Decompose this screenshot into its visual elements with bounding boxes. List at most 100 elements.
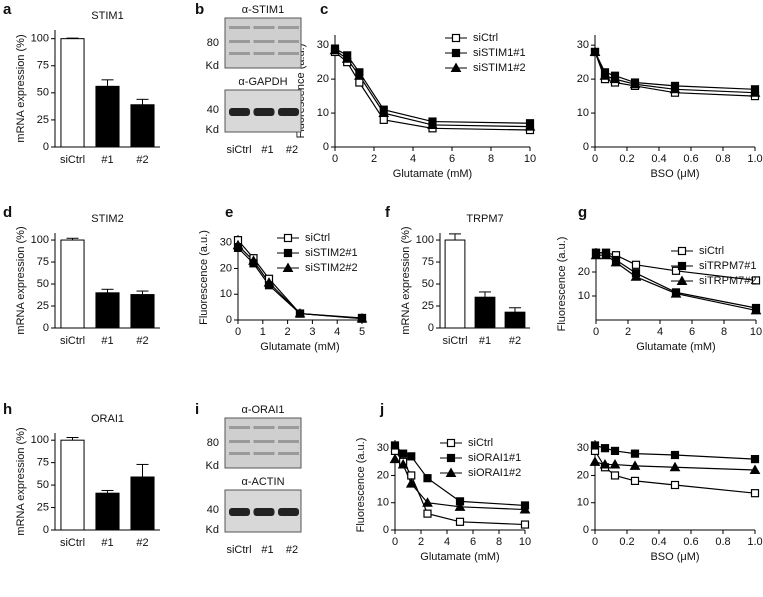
panel-label: d <box>3 204 12 221</box>
x-tick-label: 0 <box>392 536 398 548</box>
marker <box>445 467 457 477</box>
x-tick-label: 4 <box>444 536 450 548</box>
marker <box>749 87 761 97</box>
y-tick-label: 10 <box>220 288 232 300</box>
blot-band <box>278 26 299 29</box>
marker <box>389 453 401 464</box>
marker <box>294 308 306 318</box>
size-unit: Kd <box>206 524 219 536</box>
x-tick-label: #2 <box>136 154 148 166</box>
bar <box>474 296 496 329</box>
y-tick-label: 0 <box>43 524 49 536</box>
marker <box>599 459 611 469</box>
y-tick-label: 0 <box>43 322 49 334</box>
marker <box>600 249 612 260</box>
marker <box>451 48 461 58</box>
marker <box>263 277 275 287</box>
legend-label: siORAI1#1 <box>468 452 521 464</box>
blot-band <box>278 426 299 429</box>
blot-band <box>253 108 275 116</box>
marker <box>283 233 293 243</box>
x-tick-label: 0.2 <box>619 153 634 165</box>
panel-label: h <box>3 401 12 418</box>
x-tick-label: 1.0 <box>747 536 762 548</box>
y-tick-label: 100 <box>31 33 49 45</box>
x-tick-label: 0.8 <box>715 536 730 548</box>
lane-label: #1 <box>261 144 273 156</box>
y-axis-label: Fluorescence (a.u.) <box>556 237 568 332</box>
blot-band <box>229 108 250 116</box>
x-tick-label: siCtrl <box>60 154 85 166</box>
marker <box>446 453 456 463</box>
blot-band <box>229 40 250 43</box>
x-tick-label: 0 <box>592 536 598 548</box>
panel-label: f <box>385 204 391 221</box>
legend-label: siCtrl <box>473 32 498 44</box>
blot-title: α-ORAI1 <box>241 404 284 416</box>
blot-band <box>229 508 250 516</box>
panel-label: c <box>320 1 328 18</box>
marker <box>519 504 531 514</box>
marker <box>405 478 417 488</box>
y-tick-label: 30 <box>577 39 589 51</box>
lane-label: #2 <box>286 544 298 556</box>
size-marker: 40 <box>207 104 219 116</box>
blot-band <box>229 426 250 429</box>
x-tick-label: siCtrl <box>60 335 85 347</box>
y-tick-label: 0 <box>226 314 232 326</box>
size-unit: Kd <box>206 124 219 136</box>
bar <box>60 439 85 531</box>
blot-band <box>278 52 299 55</box>
x-tick-label: 10 <box>750 326 762 338</box>
marker <box>671 266 681 275</box>
x-tick-label: 4 <box>410 153 416 165</box>
marker <box>600 444 610 453</box>
y-tick-label: 75 <box>37 60 49 72</box>
legend-label: siTRPM7#1 <box>699 260 756 272</box>
x-tick-label: 4 <box>657 326 663 338</box>
y-tick-label: 10 <box>578 290 590 302</box>
marker <box>630 476 640 486</box>
marker <box>670 480 680 490</box>
y-tick-label: 0 <box>583 141 589 153</box>
lane-label: #1 <box>261 544 273 556</box>
marker <box>423 509 432 518</box>
x-tick-label: #2 <box>136 335 148 347</box>
chart-title: TRPM7 <box>466 213 503 225</box>
marker <box>422 497 433 507</box>
marker <box>750 454 760 464</box>
legend-label: siSTIM1#2 <box>473 62 526 74</box>
x-tick-label: #2 <box>509 335 521 347</box>
blot-band <box>253 426 275 429</box>
blot-band <box>229 440 250 443</box>
marker <box>670 288 682 298</box>
marker <box>232 239 244 250</box>
marker <box>446 438 456 448</box>
panel-label: g <box>578 204 587 221</box>
marker <box>356 312 368 323</box>
marker <box>397 459 409 469</box>
lane-label: siCtrl <box>226 144 251 156</box>
x-tick-label: 8 <box>496 536 502 548</box>
x-tick-label: #1 <box>101 154 113 166</box>
marker <box>677 261 687 271</box>
x-axis-label: BSO (μM) <box>650 551 699 563</box>
marker <box>399 449 408 458</box>
marker <box>455 517 465 526</box>
x-tick-label: 2 <box>285 326 291 338</box>
blot-band <box>278 108 299 116</box>
y-tick-label: 20 <box>220 262 232 274</box>
legend-label: siSTIM2#1 <box>305 247 358 259</box>
marker <box>677 246 687 256</box>
blot-band <box>253 26 275 29</box>
bar <box>95 292 120 329</box>
marker <box>629 460 641 470</box>
x-tick-label: 0.8 <box>715 153 730 165</box>
x-axis-label: Glutamate (mM) <box>260 341 339 353</box>
y-tick-label: 10 <box>317 107 329 119</box>
marker <box>610 446 620 456</box>
blot-band <box>229 52 250 55</box>
legend-label: siSTIM1#1 <box>473 47 526 59</box>
marker <box>669 461 681 472</box>
marker <box>520 520 530 529</box>
